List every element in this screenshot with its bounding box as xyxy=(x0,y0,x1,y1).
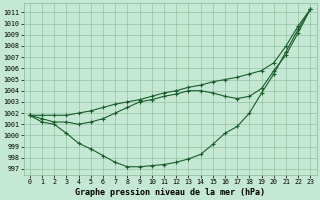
X-axis label: Graphe pression niveau de la mer (hPa): Graphe pression niveau de la mer (hPa) xyxy=(75,188,265,197)
